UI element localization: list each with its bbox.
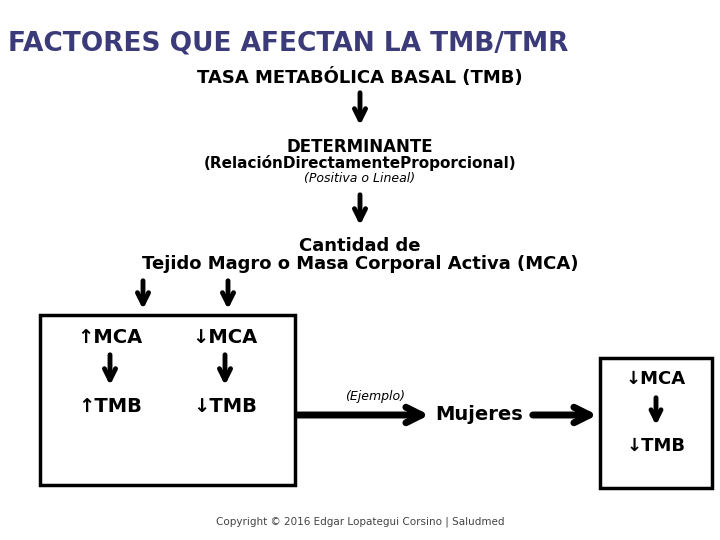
FancyBboxPatch shape bbox=[600, 358, 712, 488]
Text: TASA METABÓLICA BASAL (TMB): TASA METABÓLICA BASAL (TMB) bbox=[197, 68, 523, 87]
Text: ↓TMB: ↓TMB bbox=[193, 397, 257, 416]
Text: FACTORES QUE AFECTAN LA TMB/TMR: FACTORES QUE AFECTAN LA TMB/TMR bbox=[8, 30, 568, 56]
Text: DETERMINANTE: DETERMINANTE bbox=[287, 138, 433, 156]
Text: Mujeres: Mujeres bbox=[435, 406, 523, 424]
Text: (RelaciónDirectamenteProporcional): (RelaciónDirectamenteProporcional) bbox=[204, 155, 516, 171]
Text: ↓TMB: ↓TMB bbox=[626, 437, 685, 455]
Text: (Positiva o Lineal): (Positiva o Lineal) bbox=[305, 172, 415, 185]
Text: ↑MCA: ↑MCA bbox=[77, 328, 143, 347]
Text: ↑TMB: ↑TMB bbox=[78, 397, 142, 416]
Text: Tejido Magro o Masa Corporal Activa (MCA): Tejido Magro o Masa Corporal Activa (MCA… bbox=[142, 255, 578, 273]
Text: ↓MCA: ↓MCA bbox=[192, 328, 258, 347]
Text: Copyright © 2016 Edgar Lopategui Corsino | Saludmed: Copyright © 2016 Edgar Lopategui Corsino… bbox=[216, 516, 504, 527]
Text: ↓MCA: ↓MCA bbox=[626, 370, 686, 388]
FancyBboxPatch shape bbox=[40, 315, 295, 485]
Text: (Ejemplo): (Ejemplo) bbox=[345, 390, 405, 403]
Text: Cantidad de: Cantidad de bbox=[300, 237, 420, 255]
